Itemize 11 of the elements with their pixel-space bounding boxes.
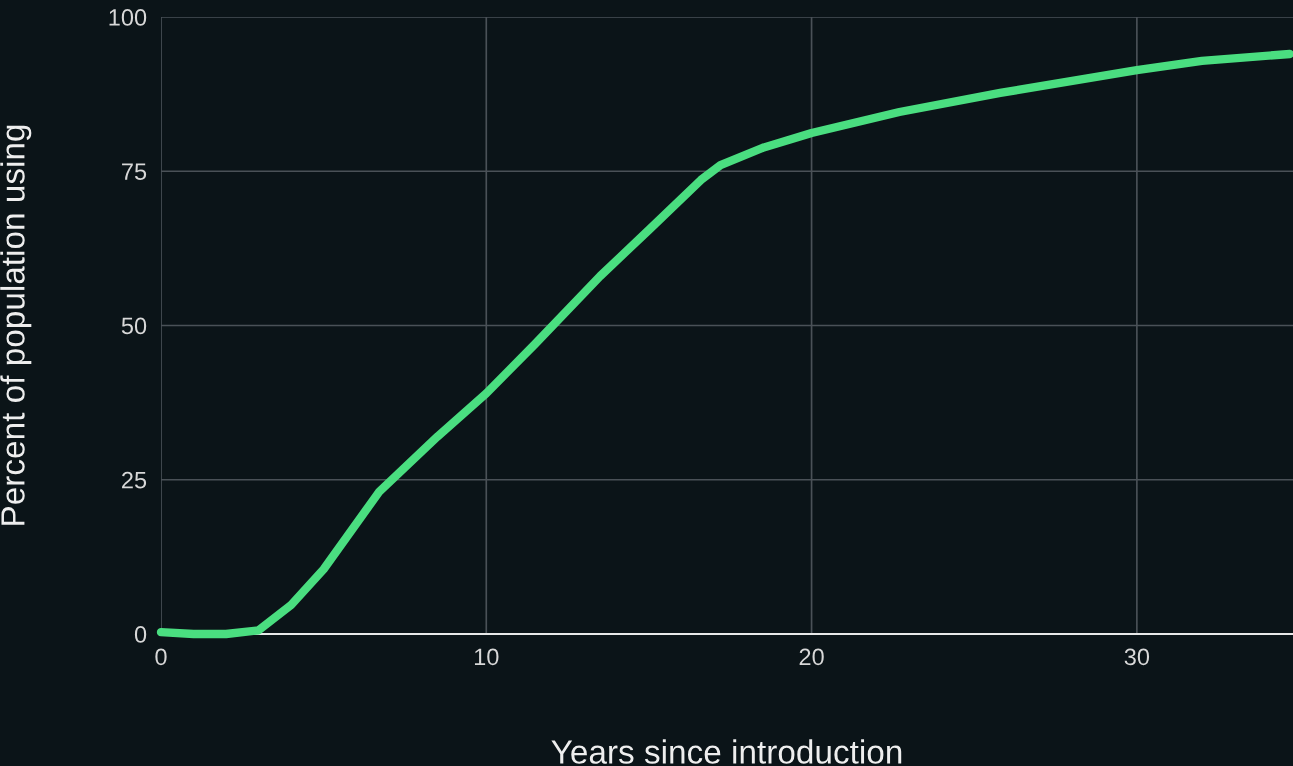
x-tick-label: 30 [1124, 648, 1150, 666]
y-tick-label: 0 [134, 626, 147, 643]
x-tick-label: 0 [155, 648, 167, 666]
y-tick-label: 25 [122, 471, 147, 489]
y-tick-label: 75 [122, 163, 147, 181]
x-axis-title: Years since introduction [551, 739, 902, 764]
y-tick-label: 50 [121, 317, 147, 335]
y-axis-title: Percent of population using [0, 125, 32, 525]
y-tick-label: 100 [109, 9, 147, 26]
x-tick-label: 20 [799, 648, 824, 666]
x-tick-label: 10 [474, 648, 499, 666]
